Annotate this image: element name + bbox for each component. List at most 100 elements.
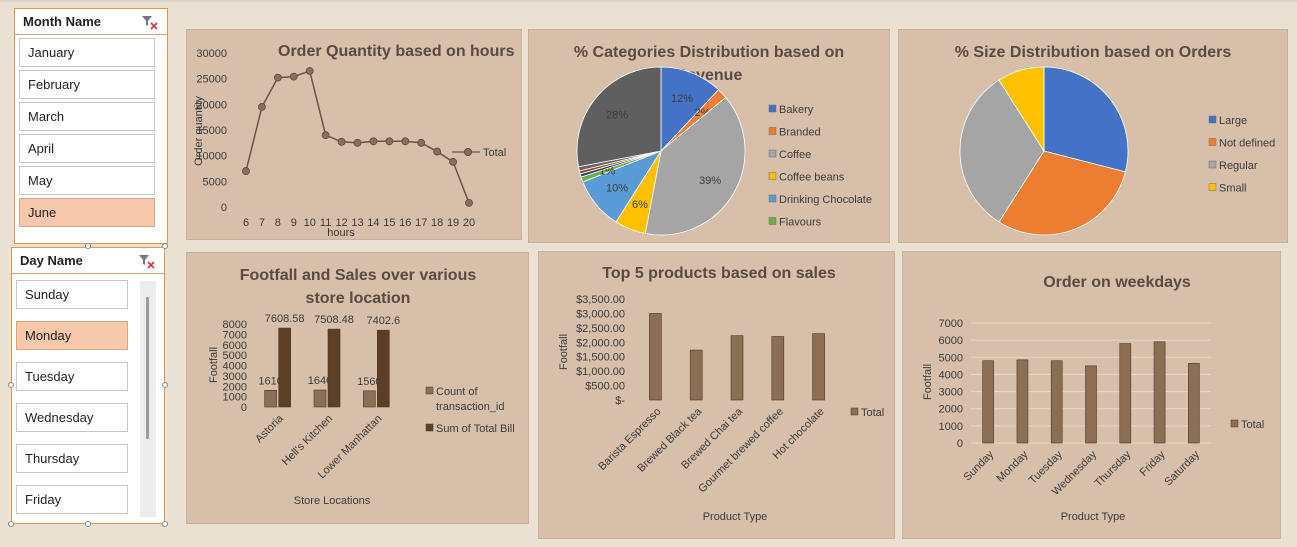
bar-total [1119, 343, 1132, 444]
pie-slice-not-defined [998, 150, 1126, 236]
data-point [258, 103, 266, 111]
slicer-item-thursday[interactable]: Thursday [16, 444, 128, 473]
legend-label: Coffee beans [779, 172, 845, 184]
chart-size-distribution[interactable]: % Size Distribution based on Orders Large… [898, 29, 1288, 243]
legend-swatch [768, 127, 777, 135]
y-tick-label: 2000 [223, 381, 247, 393]
y-tick-label: $3,500.00 [576, 294, 625, 306]
y-tick-label: 2000 [939, 404, 963, 416]
bar-total [771, 336, 785, 401]
slicer-item-sunday[interactable]: Sunday [16, 280, 128, 309]
slicer-item-friday[interactable]: Friday [16, 485, 128, 514]
bar-sum-of-total-bill [377, 329, 390, 408]
y-tick-label: 5000 [939, 352, 963, 364]
month-name-slicer[interactable]: Month Name January February March April May J… [14, 8, 168, 244]
pie-slice-other [576, 66, 662, 168]
data-point [465, 198, 473, 207]
y-axis-label: Footfall [208, 347, 220, 383]
day-name-slicer[interactable]: Day Name Sunday Monday Tuesday Wednesday Thu… [11, 247, 165, 524]
data-label: 1610 [258, 375, 282, 387]
y-tick-label: 5000 [203, 176, 227, 188]
x-tick-label: 10 [304, 217, 316, 229]
bar-count-of-transaction_id [363, 390, 376, 408]
legend-label: Total [861, 407, 884, 419]
y-tick-label: 20000 [196, 99, 227, 111]
resize-handle[interactable] [85, 243, 91, 249]
slicer-item-may[interactable]: May [19, 166, 155, 195]
legend-swatch [768, 194, 777, 203]
bar-sum-of-total-bill [278, 327, 291, 408]
slicer-item-march[interactable]: March [19, 102, 155, 131]
legend-swatch [1208, 160, 1217, 169]
pie-data-label: 6% [632, 199, 648, 211]
scrollbar-thumb[interactable] [146, 297, 149, 439]
y-tick-label: 0 [241, 402, 247, 414]
slicer-item-tuesday[interactable]: Tuesday [16, 362, 128, 391]
slicer-item-june[interactable]: June [19, 198, 155, 227]
day-slicer-scrollbar[interactable] [140, 281, 156, 517]
resize-handle[interactable] [162, 382, 168, 388]
legend-swatch [425, 423, 434, 432]
bar-total [1188, 362, 1200, 444]
data-label: 1640 [308, 375, 332, 387]
pie-data-label: 39% [699, 175, 721, 187]
bar-total [1050, 360, 1063, 444]
bar-sum-of-total-bill [327, 328, 341, 408]
legend-label: Total [1241, 419, 1264, 431]
y-tick-label: $3,000.00 [576, 308, 625, 320]
y-tick-label: $1,500.00 [576, 352, 625, 364]
legend-swatch [768, 149, 777, 158]
resize-handle[interactable] [162, 243, 168, 249]
legend-swatch [1208, 183, 1217, 191]
y-tick-label: 1000 [223, 392, 247, 404]
chart-footfall-sales[interactable]: Footfall and Sales over various store loc… [186, 252, 529, 524]
legend-label: Coffee [779, 149, 811, 161]
clear-filter-icon[interactable] [141, 14, 159, 30]
resize-handle[interactable] [85, 521, 91, 527]
x-tick-label: 15 [383, 217, 395, 229]
resize-handle[interactable] [162, 521, 168, 527]
chart-categories-revenue[interactable]: % Categories Distribution based on Revenu… [528, 29, 890, 243]
legend-label: Small [1219, 183, 1247, 195]
y-tick-label: 7000 [223, 329, 247, 341]
x-tick-label: 20 [463, 217, 475, 229]
y-tick-label: 7000 [939, 318, 963, 330]
y-tick-label: 6000 [223, 340, 247, 352]
pie-data-label: 10% [606, 182, 628, 194]
resize-handle[interactable] [8, 382, 14, 388]
chart-title: Footfall and Sales over various [240, 267, 477, 284]
data-point [289, 72, 298, 81]
legend-label: Count of [436, 386, 479, 398]
slicer-item-january[interactable]: January [19, 38, 155, 67]
slicer-item-monday[interactable]: Monday [16, 321, 128, 350]
y-tick-label: 3000 [223, 371, 247, 383]
x-tick-label: 14 [367, 217, 379, 229]
x-axis-label: Product Type [703, 511, 768, 523]
bar-total [1085, 365, 1097, 444]
resize-handle[interactable] [8, 521, 14, 527]
x-tick-label: 16 [399, 217, 411, 229]
bar-total [982, 360, 994, 444]
slicer-item-february[interactable]: February [19, 70, 155, 99]
chart-weekday-orders[interactable]: Order on weekdays 0 1000 2000 3000 4000 5000 60… [902, 251, 1281, 539]
y-tick-label: $1,000.00 [576, 366, 625, 378]
x-tick-label: 9 [291, 217, 297, 229]
chart-title: Order on weekdays [1043, 274, 1191, 291]
x-tick-label: Hell's Kitchen [280, 413, 335, 468]
data-point [305, 67, 314, 75]
y-tick-label: 6000 [939, 335, 963, 347]
y-tick-label: $2,500.00 [576, 323, 625, 335]
y-axis-label: Order quantity [193, 96, 205, 166]
legend-label: Not defined [1219, 138, 1275, 150]
data-point [401, 137, 410, 146]
chart-top5-products[interactable]: Top 5 products based on sales $- $500.00 $1… [538, 251, 895, 539]
data-label: 7608.58 [265, 313, 305, 325]
slicer-item-wednesday[interactable]: Wednesday [16, 403, 128, 432]
clear-filter-icon[interactable] [138, 253, 156, 269]
bar-total [1016, 359, 1029, 444]
pie-slice-small [998, 66, 1045, 153]
chart-order-quantity-hours[interactable]: Order Quantity based on hours 0 5000 10000 1… [186, 29, 522, 240]
slicer-item-april[interactable]: April [19, 134, 155, 163]
y-tick-label: 1000 [939, 421, 963, 433]
x-tick-label: Thursday [1092, 448, 1133, 489]
